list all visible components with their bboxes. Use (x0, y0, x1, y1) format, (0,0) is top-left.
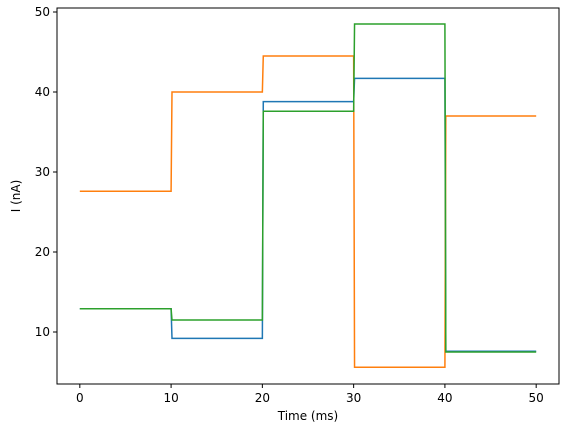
y-tick-label: 30 (35, 165, 50, 179)
x-tick-label: 20 (255, 391, 270, 405)
y-axis-label: I (nA) (9, 180, 23, 213)
series-layer (79, 23, 537, 368)
x-tick-label: 0 (76, 391, 84, 405)
y-tick-label: 40 (35, 85, 50, 99)
y-tick-label: 10 (35, 325, 50, 339)
x-tick-label: 50 (529, 391, 544, 405)
series-line-3 (79, 23, 537, 353)
x-tick-label: 10 (163, 391, 178, 405)
y-axis: 10 20 30 40 50 (35, 5, 57, 339)
series-line-2 (79, 55, 537, 368)
y-tick-label: 20 (35, 245, 50, 259)
x-axis: 0 10 20 30 40 50 (76, 384, 544, 405)
plot-frame (56, 7, 560, 385)
x-axis-label: Time (ms) (277, 409, 339, 423)
x-tick-label: 30 (346, 391, 361, 405)
x-tick-label: 40 (437, 391, 452, 405)
y-tick-label: 50 (35, 5, 50, 19)
series-line-1 (79, 77, 537, 352)
